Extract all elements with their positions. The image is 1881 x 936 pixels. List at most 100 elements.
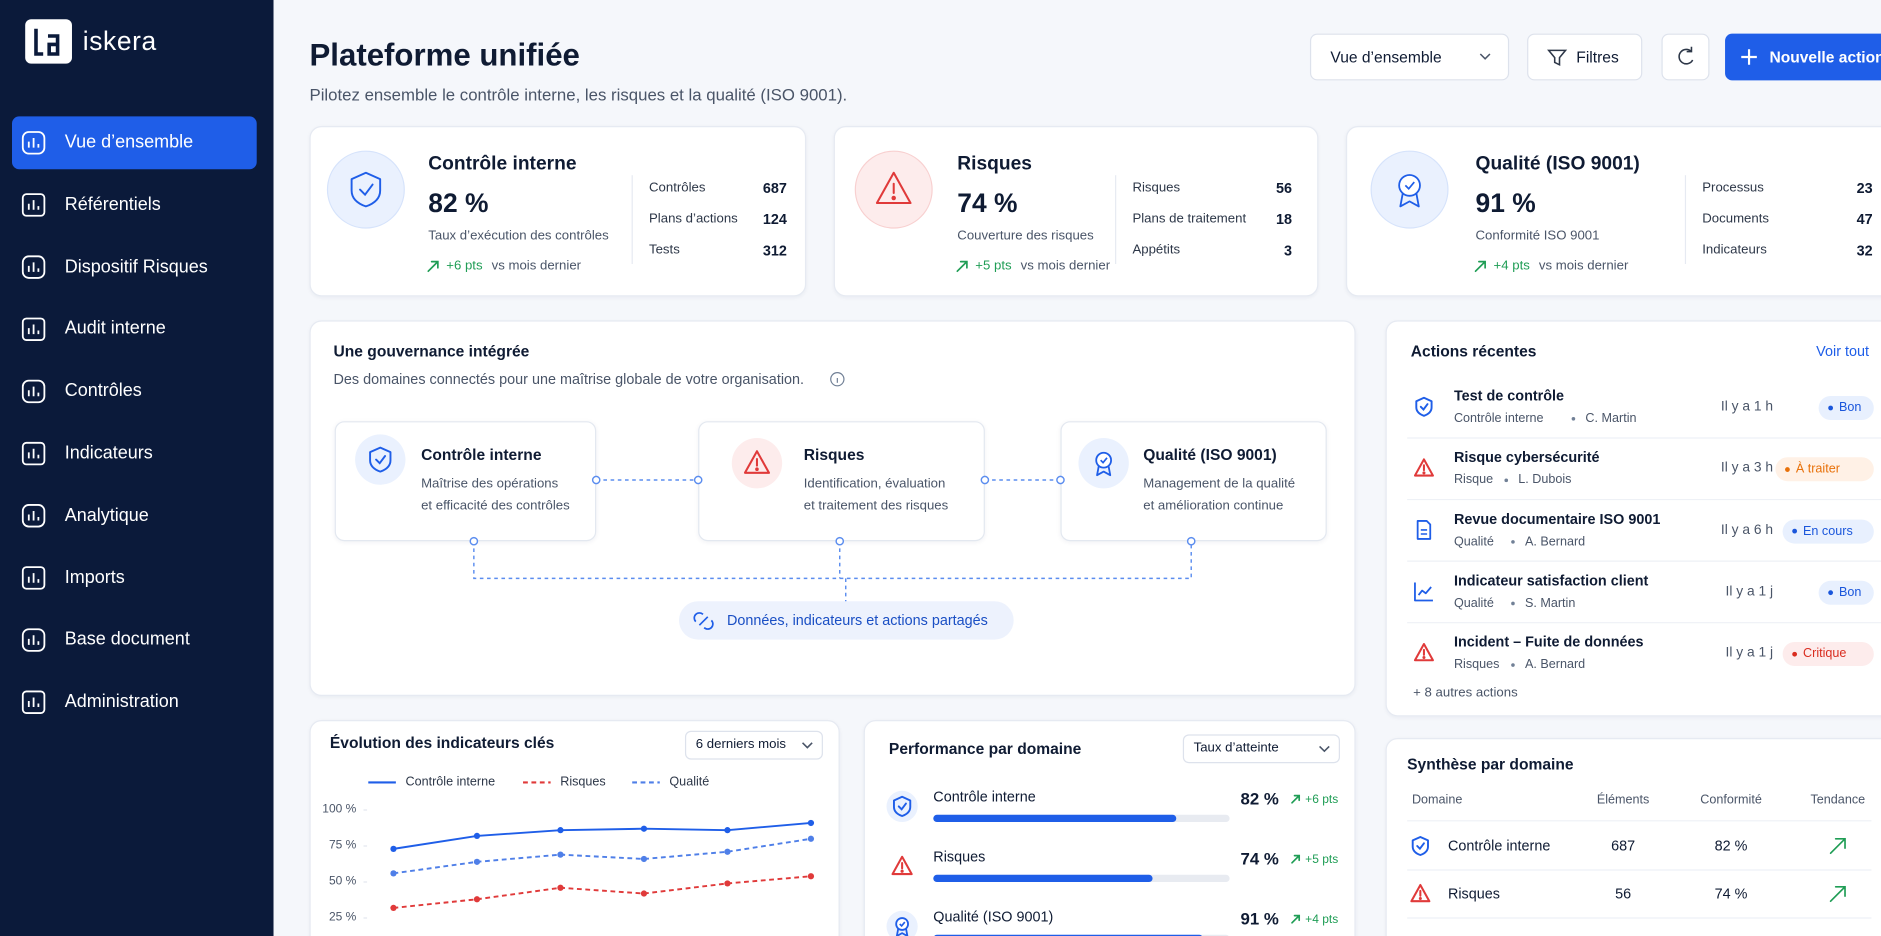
recent-more: + 8 autres actions (1413, 685, 1518, 701)
status-label: Critique (1803, 646, 1847, 662)
kpi-value: 82 % (428, 188, 489, 219)
filters-button[interactable] (1527, 33, 1643, 81)
nav-item: Dispositif Risques (64, 256, 208, 277)
table-header: Tendance (1810, 792, 1866, 808)
perf-name: Qualité (ISO 9001) (933, 908, 1054, 925)
status-pill (1782, 519, 1874, 544)
action-domain: Qualité (1453, 595, 1494, 611)
page-subtitle: Pilotez ensemble le contrôle interne, le… (309, 84, 848, 104)
nav-item: Contrôles (64, 380, 142, 402)
kpi-stat-label: Risques (1132, 180, 1181, 195)
action-person: S. Martin (1524, 595, 1576, 611)
action-person: C. Martin (1585, 411, 1637, 426)
status-label: Bon (1839, 400, 1862, 415)
action-time: Il y a 1 j (1725, 584, 1774, 599)
kpi-title: Qualité (ISO 9001) (1475, 154, 1640, 175)
kpi-stat-label: Tests (648, 242, 680, 258)
period-select[interactable] (684, 730, 823, 760)
kpi-stat-value: 47 (1856, 210, 1873, 228)
brand: iskera (82, 26, 157, 57)
status-pill (1818, 580, 1874, 605)
action-title: Indicateur satisfaction client (1453, 572, 1649, 589)
table-cell: Contrôle interne (1447, 837, 1551, 855)
table-cell: 56 (1615, 885, 1632, 903)
nav-item: Base document (64, 629, 190, 650)
action-person: L. Dubois (1518, 472, 1572, 488)
governance-subtitle: Des domaines connectés pour une maîtrise… (333, 370, 805, 388)
refresh-button[interactable] (1661, 33, 1710, 81)
kpi-stat-value: 18 (1275, 210, 1292, 228)
legend-label: Qualité (669, 774, 710, 790)
perf-delta: +5 pts (1305, 853, 1339, 867)
node-title: Risques (803, 445, 865, 464)
period-select-label: 6 derniers mois (695, 737, 786, 752)
nav-item: Audit interne (64, 318, 166, 339)
action-person: A. Bernard (1524, 657, 1586, 672)
synthesis-title: Synthèse par domaine (1407, 755, 1574, 774)
kpi-title: Risques (957, 154, 1032, 175)
performance-select-label: Taux d’atteinte (1193, 740, 1279, 756)
kpi-trend-note: vs mois dernier (1538, 258, 1629, 273)
node-description: Management de la qualité (1143, 476, 1296, 492)
kpi-trend: +6 pts (446, 258, 483, 273)
action-domain: Risques (1453, 657, 1500, 672)
action-title: Incident – Fuite de données (1453, 633, 1644, 651)
action-domain: Contrôle interne (1453, 411, 1544, 426)
kpi-stat-label: Processus (1702, 180, 1764, 195)
kpi-trend: +5 pts (975, 258, 1012, 273)
action-title: Revue documentaire ISO 9001 (1453, 510, 1661, 528)
page-title: Plateforme unifiée (309, 36, 580, 73)
kpi-value: 74 % (957, 188, 1018, 219)
recent-link[interactable]: Voir tout (1816, 342, 1870, 360)
chart-title: Évolution des indicateurs clés (329, 733, 555, 752)
nav-item: Analytique (64, 504, 149, 526)
view-select-label: Vue d’ensemble (1330, 47, 1442, 66)
action-time: Il y a 6 h (1720, 522, 1774, 538)
legend-label: Contrôle interne (405, 774, 496, 790)
kpi-stat-label: Plans d’actions (648, 211, 738, 227)
node-description: et traitement des risques (803, 498, 949, 513)
kpi-stat-value: 687 (762, 179, 787, 197)
status-label: En cours (1803, 523, 1853, 538)
action-time: Il y a 1 j (1725, 645, 1774, 661)
nav-active (11, 116, 257, 170)
table-header: Domaine (1411, 792, 1463, 808)
table-cell: 74 % (1714, 885, 1748, 903)
shared-label: Données, indicateurs et actions partagés (726, 611, 988, 629)
y-tick-label: 75 % (328, 838, 357, 853)
action-domain: Risque (1453, 472, 1494, 488)
action-title: Test de contrôle (1453, 387, 1565, 405)
action-person: A. Bernard (1524, 534, 1586, 549)
y-tick-label: 50 % (328, 874, 357, 889)
table-header: Éléments (1596, 792, 1650, 808)
y-tick-label: 100 % (322, 802, 357, 817)
y-tick-label: 25 % (328, 910, 357, 925)
filters-label: Filtres (1576, 47, 1619, 66)
kpi-stat-label: Appétits (1132, 242, 1181, 258)
kpi-stat-label: Documents (1702, 211, 1770, 227)
performance-select[interactable] (1182, 734, 1340, 764)
shared-pill (678, 601, 1014, 640)
status-pill (1782, 642, 1874, 667)
kpi-stat-value: 124 (762, 210, 787, 228)
table-cell: Risques (1447, 885, 1500, 903)
view-select[interactable] (1309, 33, 1510, 81)
kpi-stat-value: 32 (1856, 242, 1873, 259)
perf-name: Risques (933, 848, 986, 865)
perf-name: Contrôle interne (933, 788, 1036, 805)
nav-item: Référentiels (64, 194, 161, 215)
performance-title: Performance par domaine (888, 739, 1082, 758)
nav-item: Vue d’ensemble (64, 132, 194, 153)
status-pill (1818, 396, 1874, 421)
kpi-value: 91 % (1475, 188, 1536, 219)
node-description: et amélioration continue (1143, 498, 1284, 513)
kpi-description: Couverture des risques (957, 228, 1094, 243)
kpi-stat-value: 23 (1856, 179, 1873, 197)
kpi-trend-note: vs mois dernier (1020, 258, 1111, 273)
kpi-title: Contrôle interne (428, 154, 577, 175)
kpi-stat-value: 3 (1283, 242, 1292, 259)
nav-item: Indicateurs (64, 442, 153, 464)
kpi-stat-label: Indicateurs (1702, 242, 1767, 258)
